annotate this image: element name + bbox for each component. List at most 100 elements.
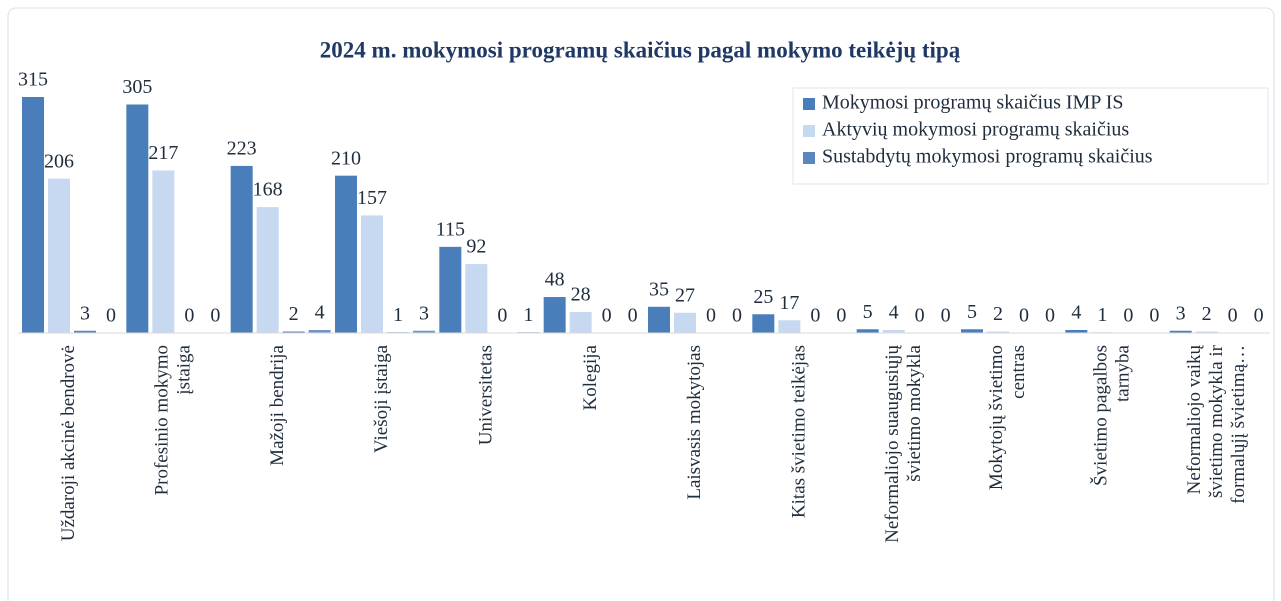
bar bbox=[882, 330, 905, 333]
value-label: 17 bbox=[779, 292, 799, 314]
value-label: 0 bbox=[732, 305, 742, 327]
bar bbox=[152, 170, 175, 333]
x-tick-label-line: Profesinio mokymo bbox=[152, 345, 173, 495]
bar bbox=[465, 264, 488, 333]
value-label: 0 bbox=[1019, 305, 1029, 327]
bar bbox=[1195, 331, 1218, 333]
value-label: 5 bbox=[967, 301, 977, 323]
bar bbox=[230, 165, 253, 333]
bar bbox=[648, 306, 670, 333]
value-label: 0 bbox=[915, 305, 925, 327]
value-label: 1 bbox=[523, 304, 533, 326]
value-label: 0 bbox=[210, 305, 220, 327]
value-label: 0 bbox=[836, 305, 846, 327]
value-label: 2 bbox=[993, 303, 1003, 325]
bar bbox=[308, 330, 331, 333]
bar bbox=[856, 329, 879, 333]
x-tick-label-line: formalųjį švietimą… bbox=[1228, 345, 1249, 509]
x-tick-label: Mažoji bendrija bbox=[267, 344, 288, 465]
bar bbox=[987, 331, 1009, 333]
value-label: 28 bbox=[571, 284, 591, 306]
bar bbox=[126, 104, 149, 333]
bar bbox=[74, 330, 96, 333]
bar bbox=[22, 97, 44, 333]
bar bbox=[752, 314, 775, 333]
x-tick-label-line: Švietimo pagalbos bbox=[1090, 345, 1112, 486]
value-label: 0 bbox=[1254, 305, 1264, 327]
x-tick-label-line: švietimo mokykla bbox=[904, 344, 925, 486]
bar bbox=[569, 312, 592, 333]
bar bbox=[282, 331, 305, 333]
value-label: 3 bbox=[419, 302, 429, 324]
value-label: 210 bbox=[331, 147, 361, 169]
value-label: 1 bbox=[1097, 304, 1107, 326]
bar bbox=[674, 312, 696, 333]
x-tick-label: Kolegija bbox=[580, 344, 601, 410]
x-tick-label-line: Viešoji įstaiga bbox=[372, 344, 393, 453]
value-label: 4 bbox=[1071, 302, 1081, 324]
value-label: 2 bbox=[1202, 303, 1212, 325]
value-label: 4 bbox=[315, 302, 325, 324]
value-label: 223 bbox=[227, 138, 257, 160]
value-label: 0 bbox=[1045, 305, 1055, 327]
x-tick-label-line: įstaiga bbox=[174, 344, 195, 399]
x-tick-label-line: Neformaliojo suaugusiųjų bbox=[882, 345, 903, 543]
legend-box bbox=[792, 87, 1269, 185]
bar bbox=[543, 297, 566, 333]
legend-swatch bbox=[803, 98, 815, 110]
value-label: 35 bbox=[649, 278, 669, 300]
bar bbox=[48, 178, 70, 333]
x-tick-label: Neformaliojo vaikų švietimo mokykla ir f… bbox=[1184, 344, 1249, 508]
x-tick-label-line: centras bbox=[1009, 345, 1030, 404]
legend-label: Mokymosi programų skaičius IMP IS bbox=[822, 92, 1123, 114]
x-tick-label-line: Kitas švietimo teikėjas bbox=[789, 345, 810, 518]
x-tick-label: Laisvasis mokytojas bbox=[685, 345, 706, 500]
value-label: 0 bbox=[706, 305, 716, 327]
bar bbox=[335, 175, 357, 333]
x-tick-label-line: Laisvasis mokytojas bbox=[685, 345, 706, 500]
x-tick-label-line: Mokytojų švietimo bbox=[987, 345, 1008, 490]
value-label: 48 bbox=[545, 269, 565, 291]
x-tick-label-line: Universitetas bbox=[476, 345, 497, 445]
x-tick-label: Viešoji įstaiga bbox=[372, 344, 393, 453]
x-tick-label-line: Neformaliojo vaikų bbox=[1184, 345, 1205, 495]
x-tick-label-line: Uždaroji akcinė bendrovė bbox=[59, 345, 80, 541]
value-label: 0 bbox=[1228, 305, 1238, 327]
x-tick-label: Uždaroji akcinė bendrovė bbox=[59, 345, 80, 541]
value-label: 1 bbox=[393, 304, 403, 326]
value-label: 25 bbox=[753, 286, 773, 308]
value-label: 0 bbox=[628, 305, 638, 327]
value-label: 115 bbox=[436, 218, 465, 240]
x-tick-label-line: Kolegija bbox=[580, 344, 601, 410]
value-label: 0 bbox=[602, 305, 612, 327]
value-label: 157 bbox=[357, 187, 387, 209]
value-label: 27 bbox=[675, 284, 695, 306]
value-label: 0 bbox=[184, 305, 194, 327]
x-tick-label: Neformaliojo suaugusiųjų švietimo mokykl… bbox=[882, 344, 925, 542]
bar bbox=[778, 320, 801, 333]
value-label: 4 bbox=[889, 302, 899, 324]
x-tick-label-line: švietimo mokykla ir bbox=[1206, 344, 1227, 502]
value-label: 315 bbox=[18, 69, 48, 91]
value-label: 0 bbox=[810, 305, 820, 327]
bar bbox=[1169, 330, 1192, 333]
bar bbox=[256, 207, 279, 333]
bar bbox=[961, 329, 983, 333]
x-tick-label: Profesinio mokymo įstaiga bbox=[152, 344, 195, 495]
legend-swatch bbox=[803, 152, 815, 164]
value-label: 92 bbox=[466, 236, 486, 258]
value-label: 3 bbox=[1176, 302, 1186, 324]
value-label: 168 bbox=[253, 179, 283, 201]
value-label: 0 bbox=[106, 305, 116, 327]
x-tick-label: Universitetas bbox=[476, 345, 497, 445]
chart-title: 2024 m. mokymosi programų skaičius pagal… bbox=[320, 37, 961, 62]
value-label: 0 bbox=[1123, 305, 1133, 327]
legend-label: Sustabdytų mokymosi programų skaičius bbox=[822, 146, 1153, 168]
value-label: 0 bbox=[941, 305, 951, 327]
x-tick-label: Švietimo pagalbos tarnyba bbox=[1090, 344, 1134, 485]
legend-swatch bbox=[803, 125, 815, 137]
legend-label: Aktyvių mokymosi programų skaičius bbox=[822, 119, 1129, 141]
value-label: 3 bbox=[80, 302, 90, 324]
x-tick-label: Kitas švietimo teikėjas bbox=[789, 345, 810, 518]
